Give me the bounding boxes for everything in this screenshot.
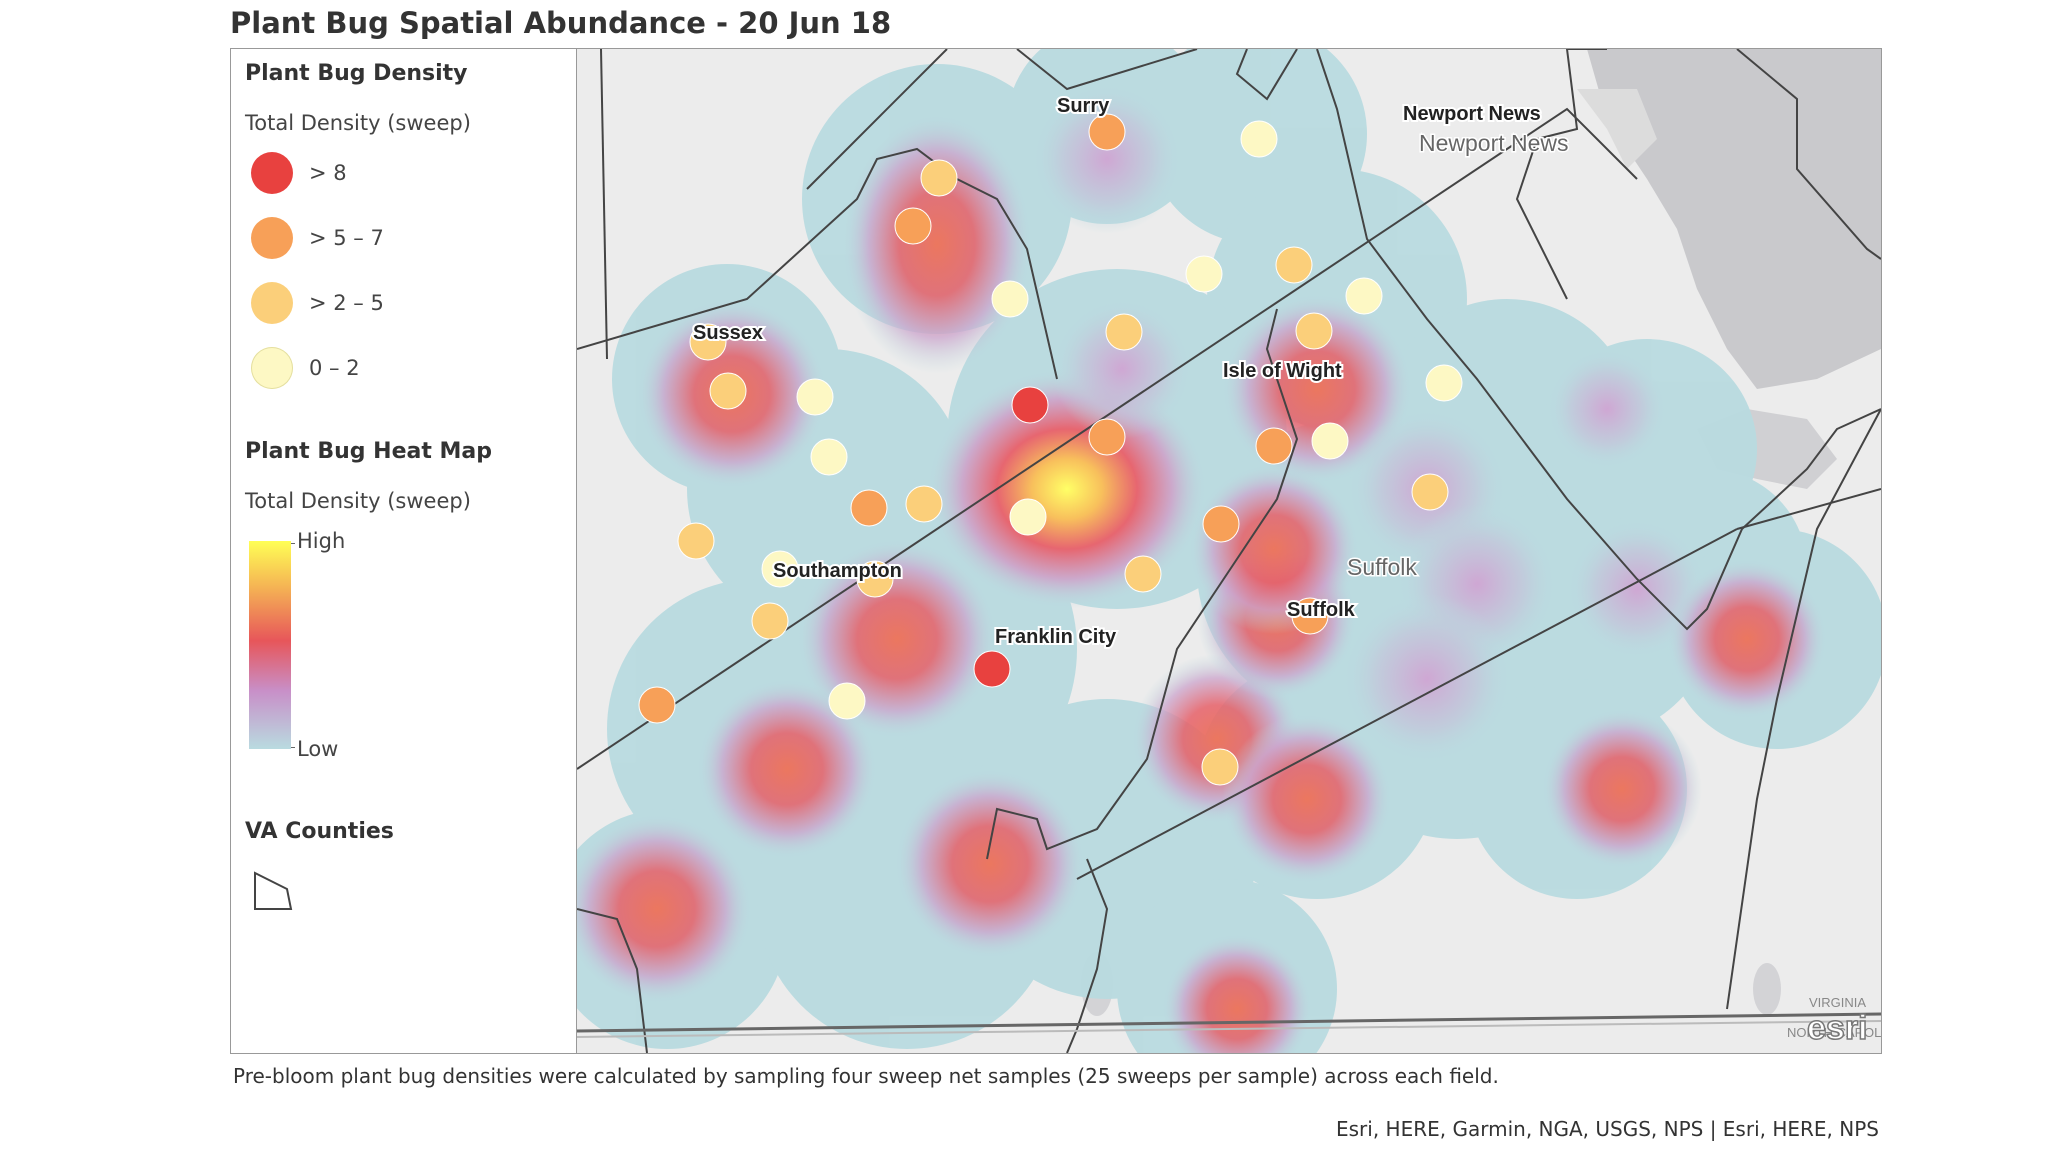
- sample-point: [1345, 277, 1383, 315]
- james-river-water: [1297, 49, 1881, 389]
- sample-point: [1124, 555, 1162, 593]
- legend-counties-heading: VA Counties: [245, 819, 394, 844]
- sample-points[interactable]: [638, 113, 1463, 786]
- heatmap-low-label: Low: [297, 737, 339, 761]
- state-boundary-shadow: [577, 1020, 1881, 1038]
- heatmap-high-label: High: [297, 529, 346, 553]
- sample-point: [894, 207, 932, 245]
- sample-point: [1088, 418, 1126, 456]
- sample-point: [677, 522, 715, 560]
- place-labels: Surry Newport News Newport News Sussex I…: [691, 93, 1570, 650]
- county-boundaries: [577, 49, 1881, 1053]
- sample-point: [796, 378, 834, 416]
- sample-point: [689, 323, 727, 361]
- state-boundary: [577, 1012, 1881, 1033]
- sample-point: [709, 372, 747, 410]
- ramp-tick-high: [291, 543, 295, 544]
- sample-point: [1311, 422, 1349, 460]
- label-surry: Surry: [1057, 95, 1110, 117]
- legend-class-label: 0 – 2: [309, 356, 360, 380]
- sample-point: [856, 560, 894, 598]
- corner-state-label: NORTH CAROLINA: [1787, 1025, 1881, 1040]
- legend-class-label: > 8: [309, 161, 347, 185]
- label-southampton: Southampton: [773, 560, 902, 582]
- legend-class-swatch: [251, 152, 293, 194]
- label-newport-news: Newport News: [1419, 130, 1569, 156]
- river-island: [1577, 89, 1657, 169]
- label-isle-of-wight: Isle of Wight: [1223, 360, 1342, 382]
- sample-point: [1105, 313, 1143, 351]
- legend-density-subheading: Total Density (sweep): [245, 111, 471, 135]
- sample-point: [905, 485, 943, 523]
- legend-class-label: > 2 – 5: [309, 291, 384, 315]
- legend-class-swatch: [251, 217, 293, 259]
- map-credits[interactable]: Esri, HERE, Garmin, NGA, USGS, NPS | Esr…: [1336, 1117, 1879, 1141]
- esri-logo: esri: [1807, 1009, 1868, 1047]
- sample-point: [1088, 113, 1126, 151]
- sample-point: [991, 280, 1029, 318]
- sample-point: [1425, 364, 1463, 402]
- legend-class-swatch: [251, 282, 293, 324]
- legend-class-label: > 5 – 7: [309, 226, 384, 250]
- sample-point: [1411, 473, 1449, 511]
- map-title: Plant Bug Spatial Abundance - 20 Jun 18: [230, 6, 892, 40]
- sample-point: [1275, 246, 1313, 284]
- sample-point: [751, 602, 789, 640]
- sample-point: [1240, 120, 1278, 158]
- legend-class-row: > 8: [251, 151, 347, 195]
- heatmap-color-ramp: [249, 541, 291, 749]
- map-footnote: Pre-bloom plant bug densities were calcu…: [233, 1064, 1499, 1088]
- sample-point: [850, 489, 888, 527]
- label-suffolk: Suffolk: [1287, 599, 1356, 621]
- sample-point: [920, 159, 958, 197]
- map-frame: Plant Bug Density Total Density (sweep) …: [230, 48, 1882, 1054]
- label-sussex: Sussex: [693, 322, 763, 344]
- label-suffolk-city: Suffolk: [1347, 554, 1417, 580]
- lake: [1753, 963, 1781, 1015]
- ramp-tick-low: [291, 747, 295, 748]
- legend-class-row: 0 – 2: [251, 346, 360, 390]
- sample-point: [1255, 427, 1293, 465]
- legend-class-row: > 2 – 5: [251, 281, 384, 325]
- legend-class-swatch: [251, 347, 293, 389]
- label-franklin-city: Franklin City: [995, 626, 1117, 648]
- sample-point: [1185, 255, 1223, 293]
- legend-heatmap-subheading: Total Density (sweep): [245, 489, 471, 513]
- corner-state-label: VIRGINIA: [1809, 995, 1866, 1010]
- label-newport-news-bold: Newport News: [1403, 103, 1541, 125]
- sample-point: [828, 682, 866, 720]
- sample-point: [973, 650, 1011, 688]
- map-canvas[interactable]: Surry Newport News Newport News Sussex I…: [577, 49, 1881, 1053]
- sample-point: [761, 550, 799, 588]
- sample-point: [810, 438, 848, 476]
- sample-point: [1295, 312, 1333, 350]
- sample-point: [1009, 498, 1047, 536]
- sample-point: [638, 686, 676, 724]
- map-view[interactable]: Surry Newport News Newport News Sussex I…: [577, 49, 1881, 1053]
- county-polygon-icon: [254, 871, 293, 910]
- sample-point: [1202, 505, 1240, 543]
- legend-panel: Plant Bug Density Total Density (sweep) …: [231, 49, 577, 1053]
- legend-heatmap-heading: Plant Bug Heat Map: [245, 439, 493, 464]
- sample-point: [1291, 597, 1329, 635]
- sample-point: [1201, 748, 1239, 786]
- legend-class-row: > 5 – 7: [251, 216, 384, 260]
- sample-point: [1011, 386, 1049, 424]
- legend-density-heading: Plant Bug Density: [245, 61, 468, 86]
